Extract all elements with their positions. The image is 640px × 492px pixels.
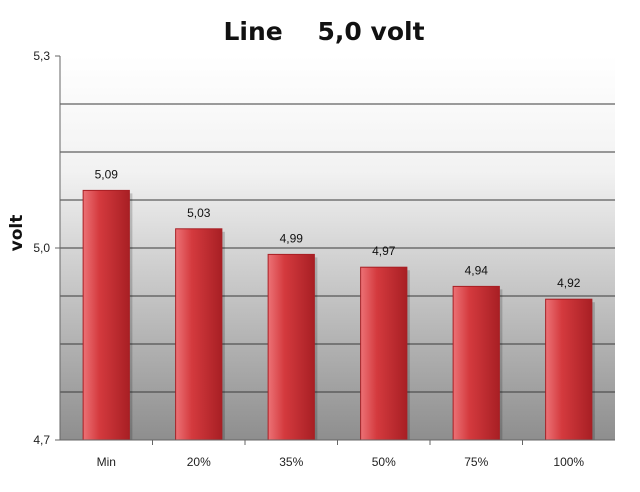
y-tick-label: 4,7 xyxy=(33,433,50,447)
data-label: 4,92 xyxy=(557,276,581,290)
y-tick-label: 5,0 xyxy=(33,241,50,255)
bar xyxy=(545,298,593,441)
bar xyxy=(82,189,130,441)
chart-title: Line 5,0 volt xyxy=(223,17,424,46)
x-tick-label: 75% xyxy=(464,455,488,469)
bar xyxy=(452,285,500,441)
bar xyxy=(267,253,315,441)
data-label: 4,99 xyxy=(280,231,304,245)
x-tick-label: 20% xyxy=(187,455,211,469)
data-label: 4,97 xyxy=(372,244,396,258)
x-tick-label: 100% xyxy=(553,455,584,469)
data-label: 4,94 xyxy=(465,263,489,277)
data-label: 5,09 xyxy=(95,167,119,181)
bar xyxy=(175,228,223,441)
y-tick-label: 5,3 xyxy=(33,49,50,63)
x-tick-label: 50% xyxy=(372,455,396,469)
x-tick-label: 35% xyxy=(279,455,303,469)
bar xyxy=(360,266,408,441)
data-label: 5,03 xyxy=(187,206,211,220)
x-tick-label: Min xyxy=(97,455,116,469)
y-axis-label: volt xyxy=(7,215,27,252)
